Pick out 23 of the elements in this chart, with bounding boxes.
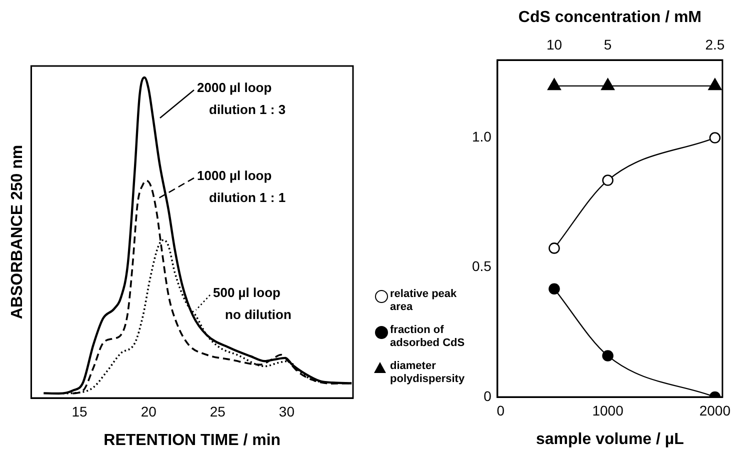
y-tick-label: 1.0 xyxy=(472,128,492,145)
legend-label: fraction of adsorbed CdS xyxy=(390,324,466,350)
x-tick-label: 15 xyxy=(72,403,88,420)
x2-axis-title: CdS concentration / mM xyxy=(518,9,702,26)
text: 5 xyxy=(604,36,612,52)
y-tick-label: 0.5 xyxy=(472,258,492,274)
x-tick-label: 1000 xyxy=(592,402,624,418)
x-tick-label: 25 xyxy=(210,403,226,420)
x-tick-label: 30 xyxy=(278,403,295,420)
x-axis-title: sample volume / µL xyxy=(536,430,684,448)
text: 2.5 xyxy=(705,36,725,52)
legend-label: 2000 µl loop dilution 1 : 3 xyxy=(197,80,286,118)
legend-label: relative peak area xyxy=(390,288,458,314)
legend-label: 500 µl loop no dilution xyxy=(213,285,292,322)
x-tick-label: 20 xyxy=(140,403,157,420)
x-tick-label: 0 xyxy=(496,402,505,418)
y-axis-title: ABSORBANCE 250 nm xyxy=(9,144,26,320)
text: 10 xyxy=(546,36,562,52)
x-tick-label: 2000 xyxy=(699,402,731,418)
legend-label: diameter polydispersity xyxy=(390,360,466,386)
x-axis-title: RETENTION TIME / min xyxy=(104,432,281,449)
y-tick-label: 0 xyxy=(484,388,492,404)
legend-label: 1000 µl loop dilution 1 : 1 xyxy=(197,168,286,206)
